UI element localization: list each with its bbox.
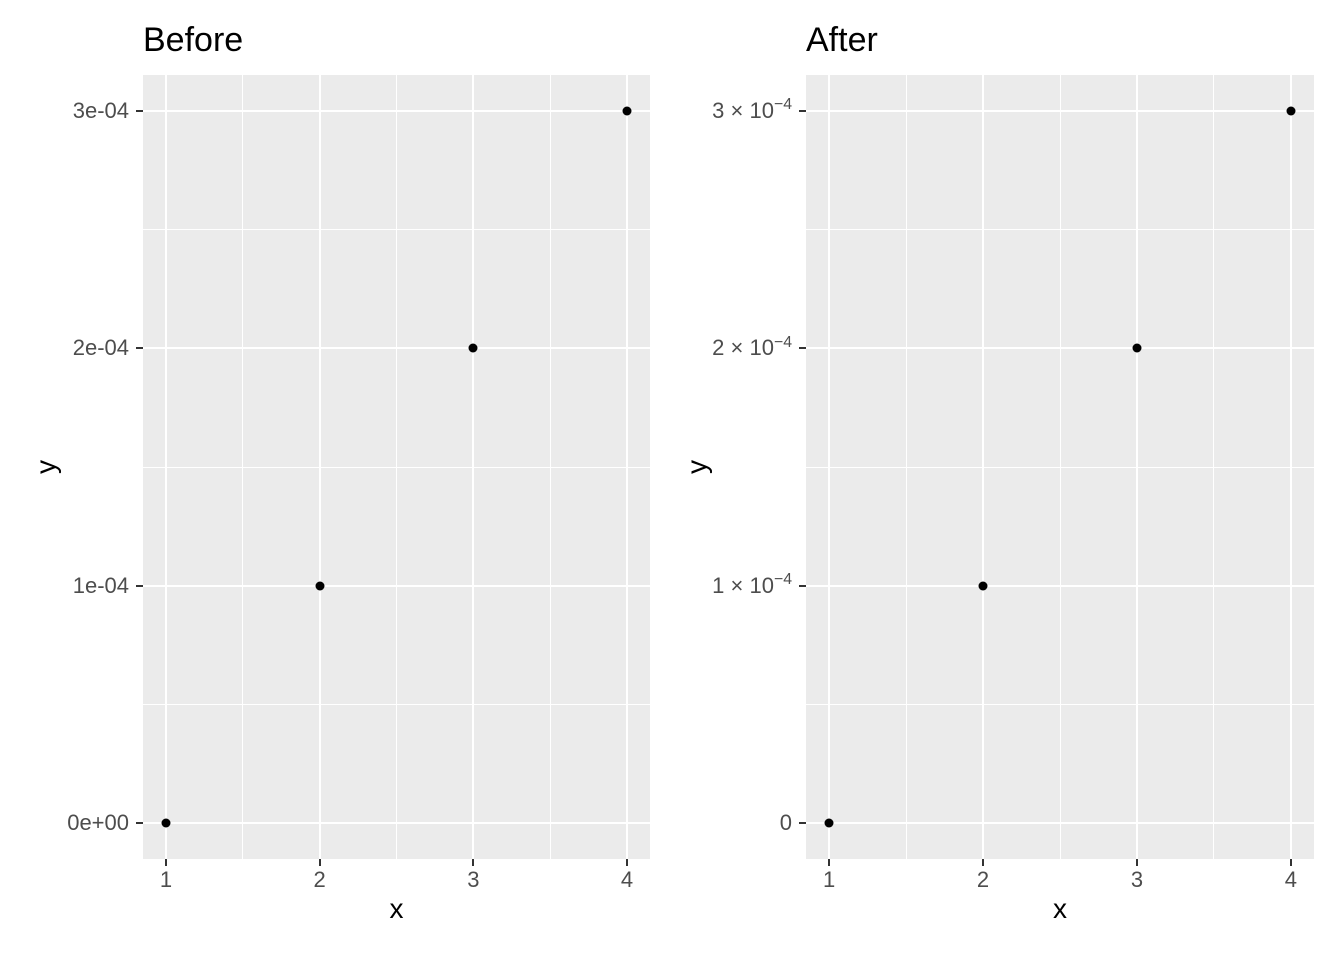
gridline-major-y	[143, 584, 650, 587]
gridline-major-x	[472, 75, 475, 859]
data-point	[622, 106, 632, 116]
gridline-major-y	[143, 347, 650, 350]
y-tick-mark	[799, 109, 806, 112]
x-tick-mark	[625, 859, 628, 866]
data-point	[824, 818, 834, 828]
gridline-major-y	[806, 822, 1314, 825]
x-tick-label: 3	[467, 867, 480, 892]
x-tick-label: 3	[1130, 867, 1144, 892]
y-tick-label: 0	[779, 810, 792, 836]
x-tick-label: 1	[159, 867, 173, 892]
x-tick-mark	[472, 859, 475, 866]
y-tick-label: 3e-04	[72, 97, 129, 123]
y-tick-mark	[799, 822, 806, 825]
y-axis-title: y	[30, 460, 61, 474]
x-tick-label: 4	[1284, 867, 1298, 892]
y-tick-mark	[136, 584, 143, 587]
y-tick-mark	[799, 347, 806, 350]
gridline-major-x	[1135, 75, 1138, 859]
gridline-major-x	[165, 75, 168, 859]
data-point	[315, 581, 325, 591]
gridline-major-y	[143, 822, 650, 825]
y-tick-label: 1e-04	[72, 572, 129, 598]
x-tick-mark	[318, 859, 321, 866]
y-tick-mark	[136, 347, 143, 350]
data-point	[978, 581, 988, 591]
y-tick-label: 3 × 10−4	[712, 95, 792, 123]
gridline-minor-y	[806, 228, 1314, 230]
plot-title: Before	[143, 21, 244, 59]
x-tick-label: 2	[976, 867, 990, 892]
x-axis-title: x	[389, 893, 404, 924]
exponent: −4	[773, 333, 792, 351]
exponent: −4	[773, 571, 792, 589]
y-tick-label: 2e-04	[72, 335, 129, 361]
gridline-major-x	[318, 75, 321, 859]
plot-panel	[143, 75, 650, 859]
gridline-minor-y	[143, 704, 650, 706]
gridline-major-y	[806, 584, 1314, 587]
gridline-major-x	[982, 75, 985, 859]
y-tick-mark	[136, 109, 143, 112]
gridline-minor-y	[143, 228, 650, 230]
chart-before: Before y x 1 2 3 4 0e+00 1e-04 2e-04 3e-04	[30, 21, 650, 924]
x-tick-mark	[1135, 859, 1138, 866]
data-point	[1132, 343, 1142, 353]
gridline-minor-y	[806, 704, 1314, 706]
y-tick-mark	[799, 584, 806, 587]
x-tick-mark	[982, 859, 985, 866]
x-axis-title: x	[1053, 893, 1067, 924]
gridline-major-x	[1289, 75, 1292, 859]
x-tick-mark	[165, 859, 168, 866]
data-point	[161, 818, 171, 828]
x-tick-label: 2	[313, 867, 326, 892]
plot-panel	[806, 75, 1314, 859]
gridline-minor-y	[806, 466, 1314, 468]
y-tick-label: 2 × 10−4	[712, 333, 792, 361]
gridline-major-x	[625, 75, 628, 859]
x-tick-label: 1	[822, 867, 836, 892]
gridline-minor-y	[143, 466, 650, 468]
y-axis-title: y	[681, 460, 712, 474]
exponent: −4	[773, 95, 792, 113]
x-tick-mark	[828, 859, 831, 866]
x-tick-mark	[1289, 859, 1292, 866]
data-point	[468, 343, 478, 353]
chart-after: After y x 1 2 3 4 0 1 × 10−4 2 × 10−4 3 × 10−4	[672, 0, 1344, 960]
plot-title: After	[806, 21, 878, 59]
x-tick-label: 4	[620, 867, 634, 892]
gridline-major-y	[806, 109, 1314, 112]
gridline-major-y	[143, 109, 650, 112]
y-tick-label: 0e+00	[67, 810, 129, 836]
data-point	[1286, 106, 1296, 116]
y-tick-label: 1 × 10−4	[712, 571, 792, 598]
y-tick-mark	[136, 822, 143, 825]
gridline-major-x	[828, 75, 831, 859]
gridline-major-y	[806, 347, 1314, 350]
